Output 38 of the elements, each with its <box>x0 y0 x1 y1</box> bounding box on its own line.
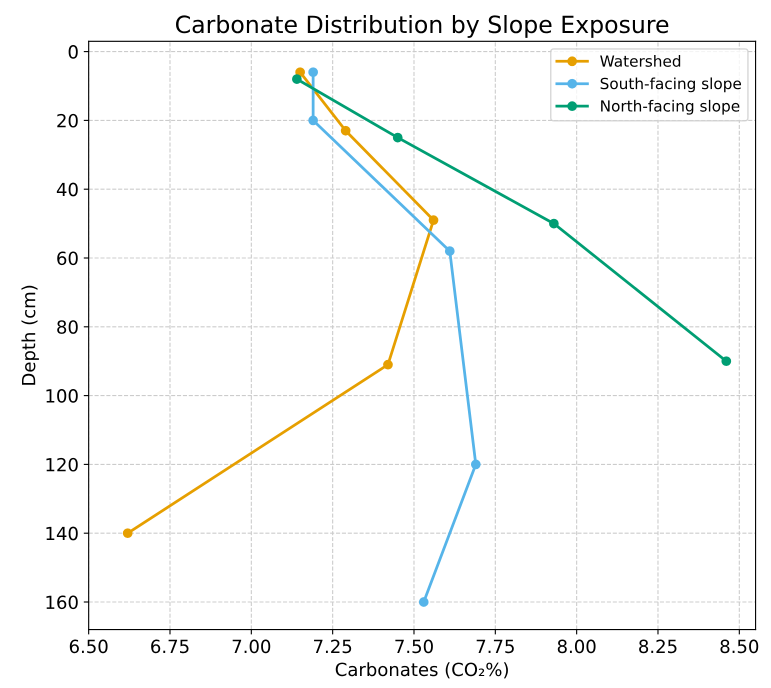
x-tick-label: 8.25 <box>639 640 677 654</box>
point <box>340 126 351 136</box>
x-axis-title: Carbonates (CO₂%) <box>336 662 508 678</box>
point <box>308 67 318 78</box>
y-tick-label: 40 <box>56 182 78 196</box>
chart-title: Carbonate Distribution by Slope Exposure <box>176 15 668 38</box>
point <box>428 215 438 226</box>
y-tick-label: 60 <box>57 251 78 266</box>
point <box>295 67 305 78</box>
legend-label: South-facing slope <box>600 77 742 92</box>
point <box>122 528 133 538</box>
x-tick-label: 7.25 <box>314 640 352 654</box>
y-tick-label: 120 <box>46 458 78 472</box>
x-tick-label: 8.00 <box>558 640 596 654</box>
point <box>549 218 559 228</box>
point <box>721 356 732 366</box>
x-tick-label: 7.75 <box>476 640 514 654</box>
point <box>392 132 403 142</box>
y-tick-label: 100 <box>46 389 78 403</box>
x-tick-label: 8.50 <box>720 640 758 654</box>
y-tick-label: 160 <box>46 595 78 610</box>
x-tick-label: 7.50 <box>395 640 433 654</box>
x-tick-label: 7.00 <box>232 640 270 654</box>
x-tick-label: 6.75 <box>151 640 189 654</box>
y-axis-title: Depth (cm) <box>21 286 39 385</box>
y-tick-label: 20 <box>57 114 78 128</box>
point <box>383 360 393 370</box>
y-tick-label: 80 <box>57 320 78 334</box>
point <box>292 74 302 84</box>
legend-label: North-facing slope <box>601 100 740 115</box>
point <box>308 116 318 126</box>
y-tick-label: 140 <box>46 526 78 540</box>
point <box>470 460 481 470</box>
point <box>444 246 455 256</box>
legend-label: Watershed <box>600 55 680 67</box>
point <box>418 597 429 607</box>
x-tick-label: 6.50 <box>70 640 108 654</box>
y-tick-label: 0 <box>68 45 78 59</box>
